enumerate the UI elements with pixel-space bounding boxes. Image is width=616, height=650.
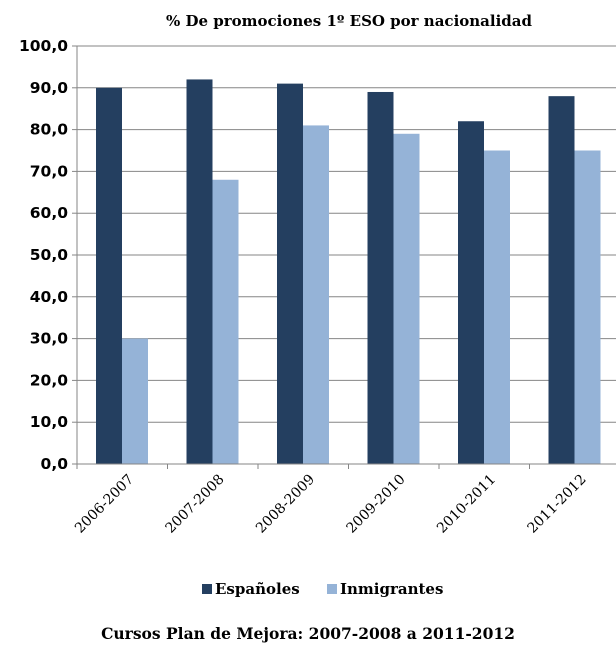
x-axis-ticks: 2006-2007 2007-2008 2008-2009 2009-2010 2010… [72,472,590,537]
bar [96,87,122,465]
y-tick-label: 100,0 [19,37,68,55]
bar [393,133,420,464]
x-tick-label: 2010-2011 [434,472,499,537]
bar [458,121,484,465]
y-tick-label: 40,0 [30,288,68,306]
legend-swatch [202,584,212,594]
bar [212,179,239,464]
y-tick-label: 10,0 [30,413,68,431]
y-tick-label: 50,0 [30,246,68,264]
bars [96,79,601,465]
y-tick-label: 70,0 [30,162,68,180]
y-tick-label: 90,0 [30,79,68,97]
axes [76,46,616,469]
legend-swatch [327,584,337,594]
bar [367,91,394,464]
x-tick-label: 2006-2007 [72,472,137,537]
legend-label: Inmigrantes [340,580,443,598]
bar [484,150,510,464]
y-tick-label: 80,0 [30,121,68,139]
bar [303,125,329,465]
bar [574,150,601,464]
x-tick-label: 2007-2008 [163,472,228,537]
bar [548,96,575,464]
x-tick-label: 2008-2009 [253,472,318,537]
legend-label: Españoles [215,580,300,598]
y-tick-label: 30,0 [30,330,68,348]
y-tick-label: 20,0 [30,371,68,389]
chart-title: % De promociones 1º ESO por nacionalidad [166,12,532,30]
y-axis-ticks: 0,0 10,0 20,0 30,0 40,0 50,0 60,0 70,0 80,0 90,0 1… [19,37,68,473]
chart-caption: Cursos Plan de Mejora: 2007-2008 a 2011-… [101,624,515,643]
gridlines [72,45,616,465]
x-tick-label: 2011-2012 [525,472,590,537]
bar [122,338,148,464]
bar [186,79,213,464]
y-tick-label: 0,0 [41,455,69,473]
x-tick-label: 2009-2010 [344,472,409,537]
legend: Españoles Inmigrantes [202,580,443,598]
y-tick-label: 60,0 [30,204,68,222]
bar [277,83,303,465]
